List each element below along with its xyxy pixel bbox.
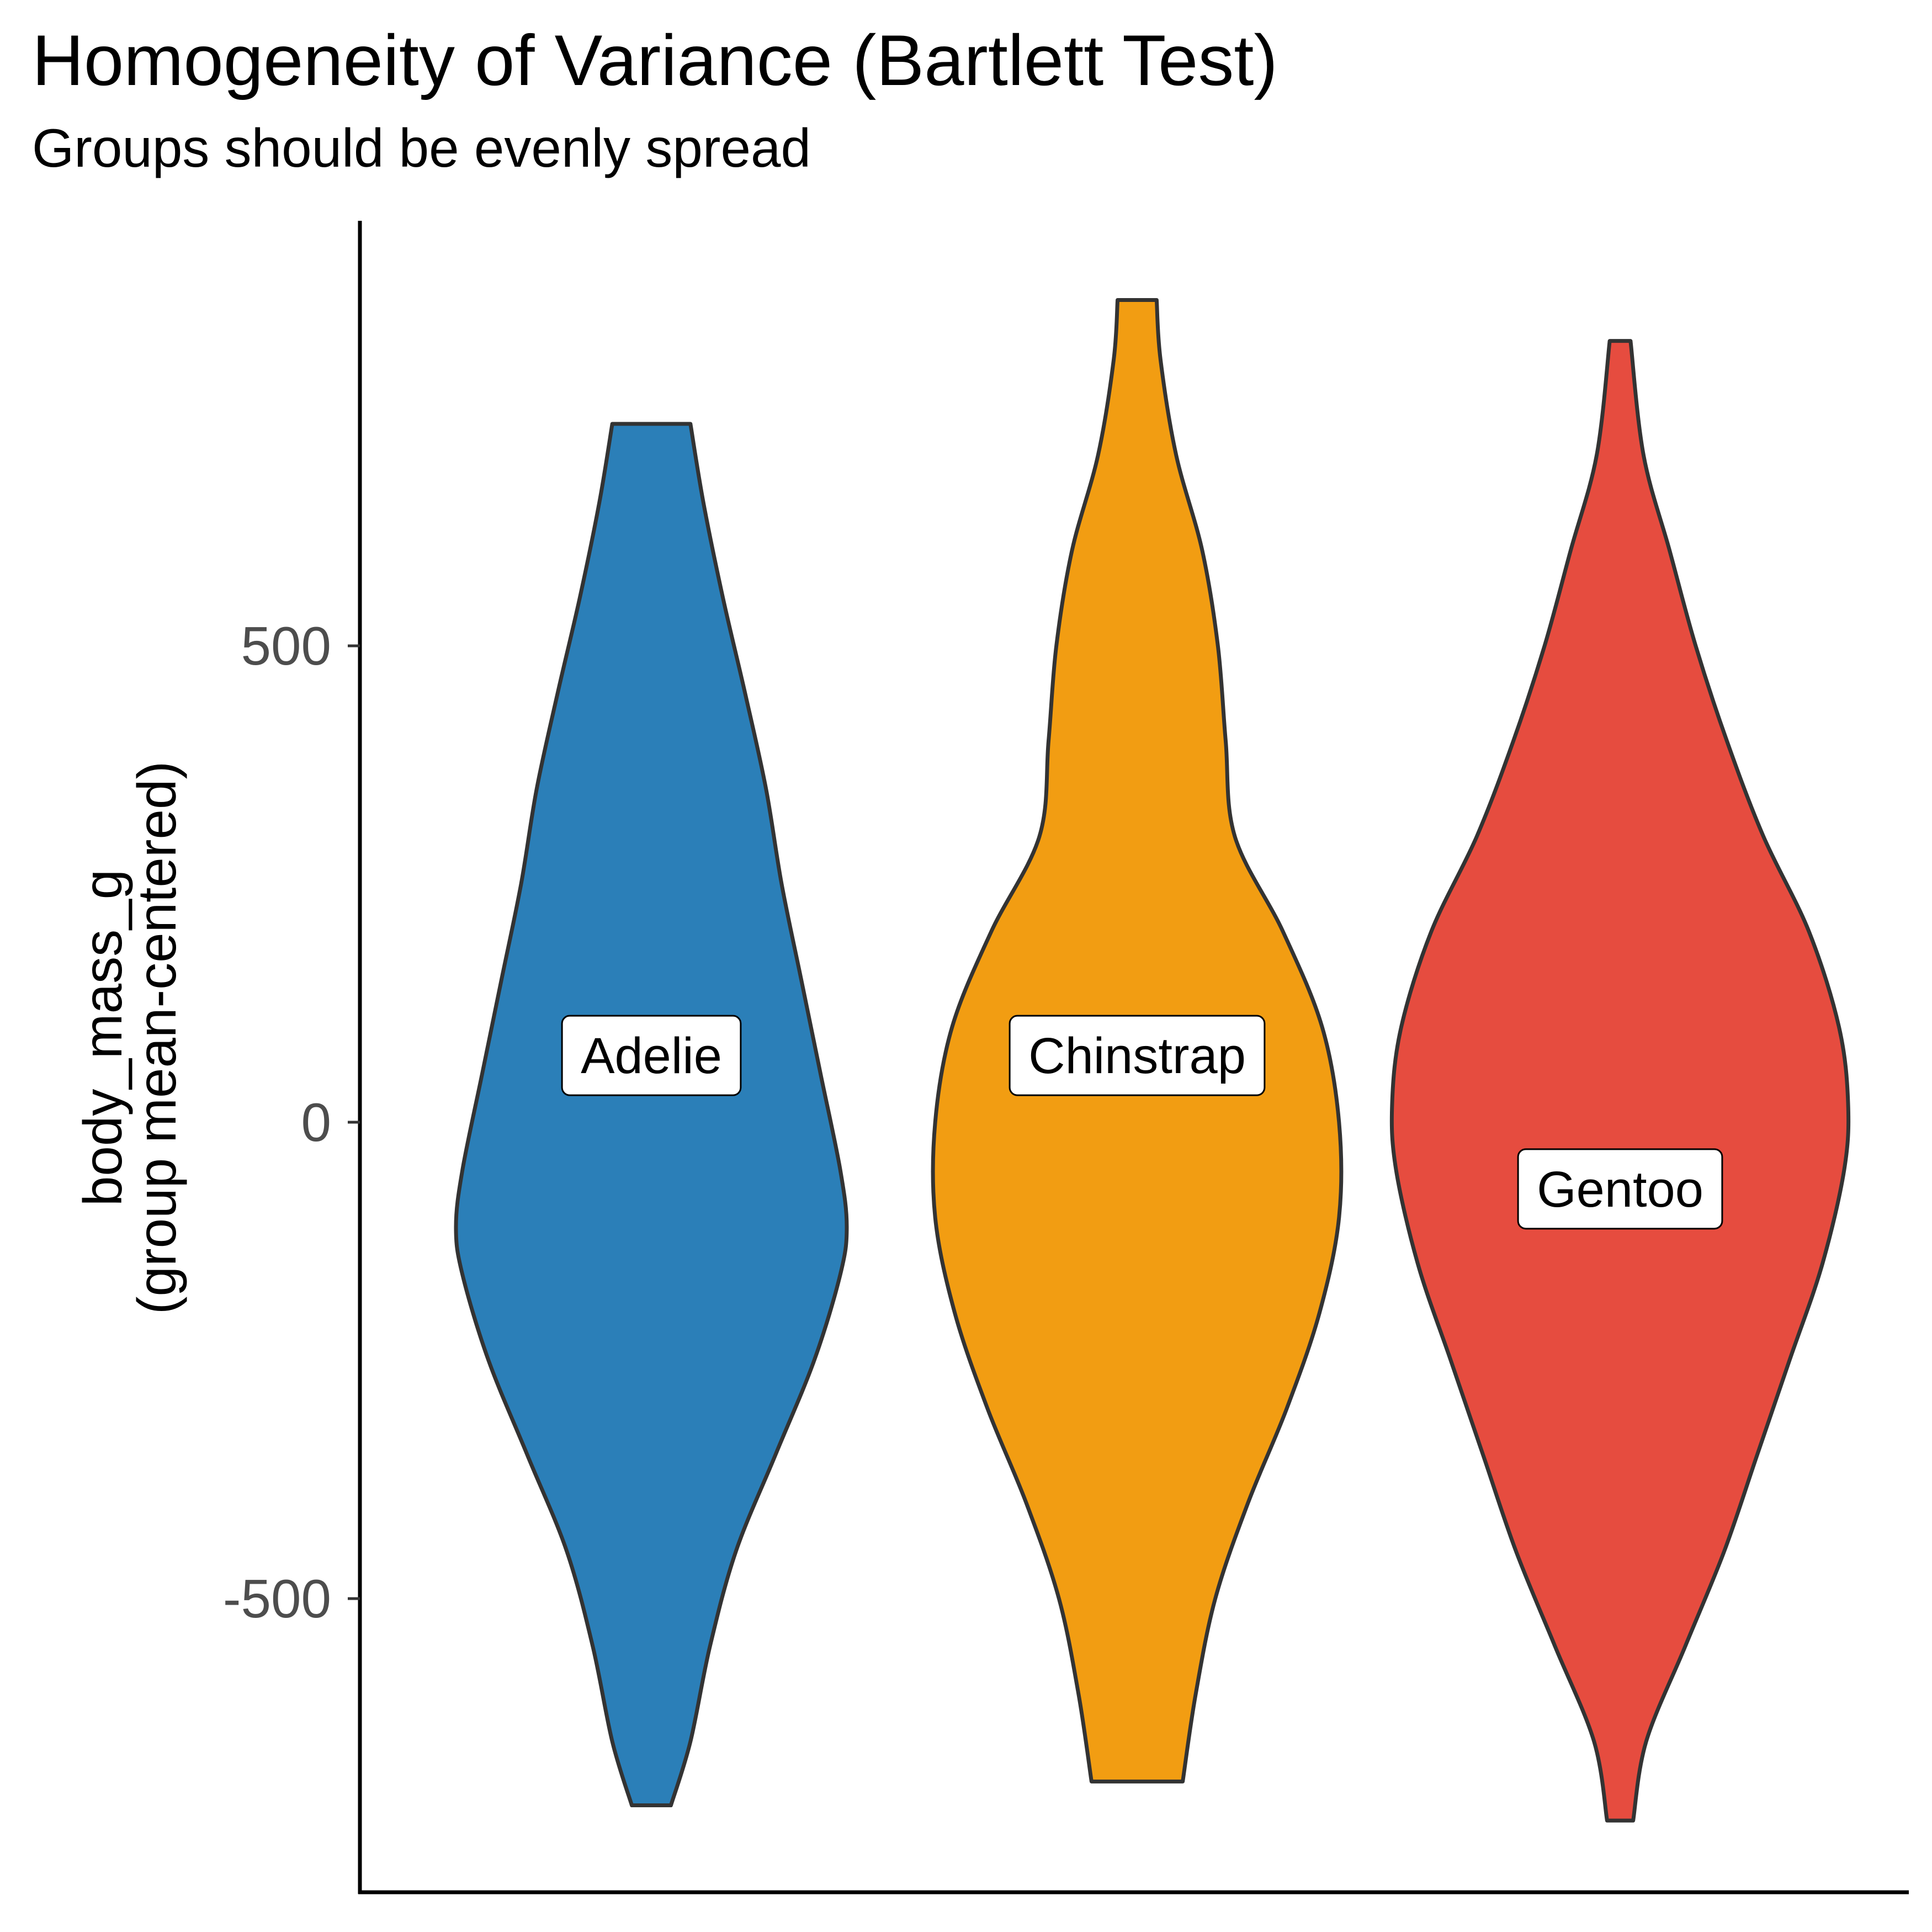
- violin-gentoo: [1389, 339, 1851, 1823]
- group-label-box: [561, 1015, 742, 1096]
- group-label-adelie: Adelie: [581, 1028, 722, 1084]
- group-label-chinstrap: Chinstrap: [1028, 1028, 1246, 1084]
- group-labels-layer: Adelie Chinstrap Gentoo: [561, 1015, 1723, 1230]
- group-label-box: [1009, 1015, 1266, 1096]
- y-axis-title-line2: (group mean-centered): [126, 761, 187, 1314]
- chart-subtitle: Groups should be evenly spread: [32, 118, 811, 178]
- y-ticks-layer: 500 0 -500: [223, 615, 360, 1629]
- y-tick-label: 0: [301, 1092, 331, 1153]
- y-tick-label: 500: [241, 615, 331, 676]
- y-axis-title-line1: body_mass_g: [72, 869, 133, 1206]
- group-label-gentoo: Gentoo: [1537, 1161, 1703, 1218]
- violin-adelie: [454, 422, 849, 1808]
- y-tick-label: -500: [223, 1568, 331, 1629]
- chart-title: Homogeneity of Variance (Bartlett Test): [32, 20, 1278, 100]
- group-label-box: [1517, 1148, 1723, 1230]
